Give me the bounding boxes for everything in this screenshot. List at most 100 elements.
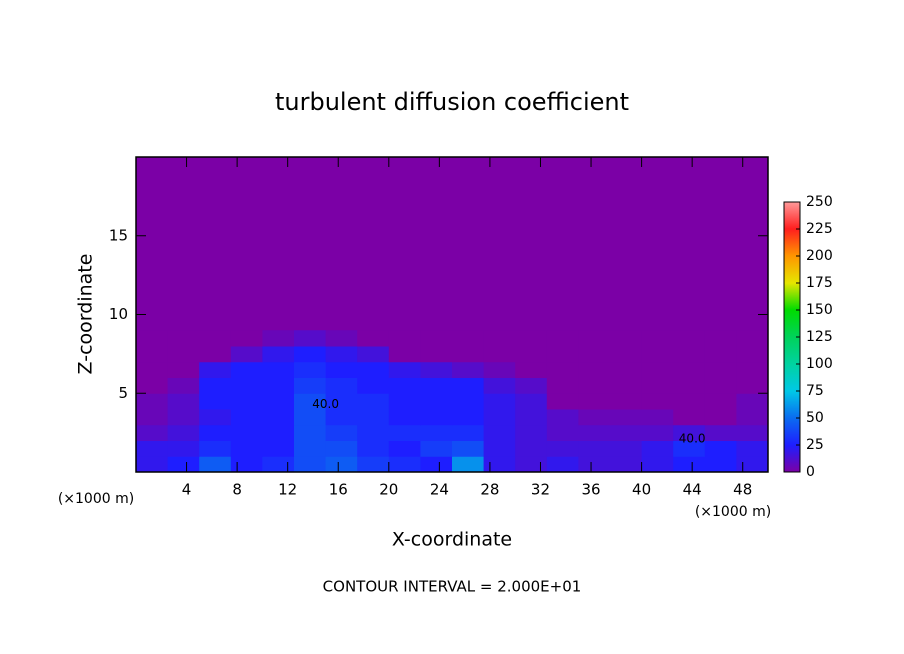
heat-cell <box>578 330 611 347</box>
heat-cell <box>546 440 579 457</box>
heat-cell <box>230 346 263 363</box>
heat-cell <box>357 393 390 410</box>
heat-cell <box>199 377 232 394</box>
chart-title: turbulent diffusion coefficient <box>275 88 629 116</box>
heat-cell <box>483 361 516 378</box>
heat-cell <box>167 377 200 394</box>
heat-cell <box>673 377 706 394</box>
heat-cell <box>230 424 263 441</box>
heat-cell <box>736 377 769 394</box>
heat-cell <box>420 377 453 394</box>
contour-label: 40.0 <box>679 431 706 445</box>
heat-cell <box>736 330 769 347</box>
heat-cell <box>578 440 611 457</box>
heat-cell <box>546 424 579 441</box>
heat-cell <box>262 377 295 394</box>
heat-cell <box>673 393 706 410</box>
heat-cell <box>483 346 516 363</box>
heat-cell <box>136 346 169 363</box>
heat-cell <box>641 346 674 363</box>
heat-cell <box>483 440 516 457</box>
heat-cell <box>325 393 358 410</box>
heat-cell <box>641 393 674 410</box>
heat-cell <box>136 330 169 347</box>
heat-cell <box>199 393 232 410</box>
heat-cell <box>673 361 706 378</box>
heat-cell <box>546 361 579 378</box>
heat-cell <box>704 409 737 426</box>
heat-cell <box>420 409 453 426</box>
heat-cell <box>673 409 706 426</box>
heat-cell <box>388 424 421 441</box>
heat-cell <box>546 393 579 410</box>
heat-cell <box>420 424 453 441</box>
heat-cell <box>199 346 232 363</box>
heat-cell <box>515 346 548 363</box>
x-axis-label: X-coordinate <box>392 529 512 551</box>
x-tick-label: 40 <box>632 481 651 499</box>
heat-cell <box>641 440 674 457</box>
heat-cell <box>294 440 327 457</box>
heat-cell <box>167 393 200 410</box>
heat-cell <box>610 330 643 347</box>
heat-cell <box>167 346 200 363</box>
x-tick-label: 20 <box>379 481 398 499</box>
heat-cell <box>515 456 548 473</box>
heat-cell <box>452 346 485 363</box>
heat-cell <box>610 424 643 441</box>
heat-cell <box>388 393 421 410</box>
heat-cell <box>578 424 611 441</box>
heat-cell <box>704 440 737 457</box>
heat-cell <box>641 361 674 378</box>
heat-cell <box>578 393 611 410</box>
heat-cell <box>357 377 390 394</box>
heat-cell <box>199 409 232 426</box>
colorbar-tick-label: 225 <box>806 221 833 237</box>
heat-cell <box>230 456 263 473</box>
heat-cell <box>388 377 421 394</box>
heat-cell <box>641 456 674 473</box>
heat-cell <box>388 456 421 473</box>
heat-cell <box>546 456 579 473</box>
colorbar-tick-label: 0 <box>806 464 815 480</box>
heat-cell <box>230 409 263 426</box>
heat-cell <box>483 424 516 441</box>
heat-cell <box>294 424 327 441</box>
heat-cell <box>452 330 485 347</box>
heat-cell <box>136 409 169 426</box>
heat-cell <box>167 456 200 473</box>
heat-cell <box>515 361 548 378</box>
heat-cell <box>515 409 548 426</box>
colorbar-tick-label: 250 <box>806 194 833 210</box>
colorbar-tick-label: 150 <box>806 302 833 318</box>
heat-cell <box>136 424 169 441</box>
heat-cell <box>262 346 295 363</box>
heat-cell <box>704 424 737 441</box>
heat-cell <box>420 361 453 378</box>
heat-cell <box>578 361 611 378</box>
heat-cell <box>673 440 706 457</box>
heat-cell <box>357 456 390 473</box>
heat-cell <box>420 440 453 457</box>
heat-cell <box>483 393 516 410</box>
heat-cell <box>610 377 643 394</box>
heat-cell <box>736 456 769 473</box>
heat-cell <box>136 361 169 378</box>
heat-cell <box>136 440 169 457</box>
heat-cell <box>673 456 706 473</box>
y-tick-label: 5 <box>118 384 128 402</box>
heat-cell <box>515 330 548 347</box>
heat-cell <box>673 424 706 441</box>
heat-cell <box>515 377 548 394</box>
heat-cell <box>357 361 390 378</box>
heat-cell <box>736 409 769 426</box>
heat-cell <box>641 424 674 441</box>
heat-cell <box>199 440 232 457</box>
heat-cell <box>736 393 769 410</box>
contour-label: 40.0 <box>312 397 339 411</box>
x-tick-label: 12 <box>278 481 297 499</box>
heat-cell <box>357 346 390 363</box>
heat-cell <box>388 346 421 363</box>
heat-cell <box>420 456 453 473</box>
